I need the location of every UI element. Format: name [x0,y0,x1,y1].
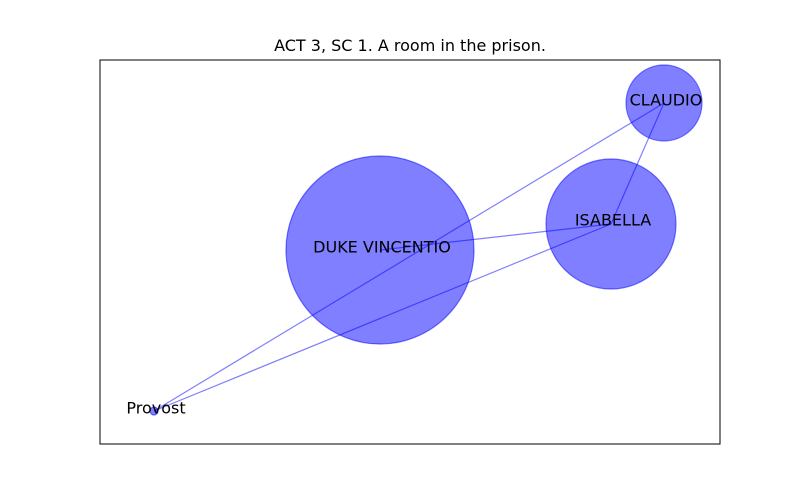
node-label-isabella: ISABELLA [575,211,651,230]
node-isabella [545,158,677,290]
node-label-claudio: CLAUDIO [630,91,703,110]
plot-frame [99,59,721,445]
node-claudio [625,64,703,142]
figure-title: ACT 3, SC 1. A room in the prison. [274,36,546,55]
node-label-duke: DUKE VINCENTIO [313,238,451,257]
node-provost [149,406,159,416]
node-label-provost: Provost [126,399,185,418]
node-duke [285,155,475,345]
nodes-layer [149,64,703,416]
labels-layer: DUKE VINCENTIO ISABELLA CLAUDIO Provost [126,91,702,418]
